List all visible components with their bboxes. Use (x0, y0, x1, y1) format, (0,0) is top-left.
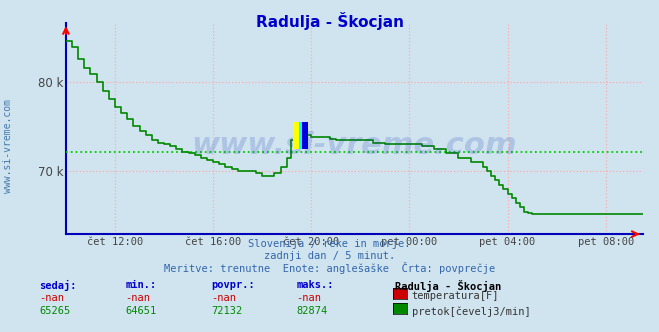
Text: 65265: 65265 (40, 306, 71, 316)
Text: www.si-vreme.com: www.si-vreme.com (3, 99, 13, 193)
Text: Radulja - Škocjan: Radulja - Škocjan (256, 12, 403, 30)
Text: www.si-vreme.com: www.si-vreme.com (191, 131, 517, 160)
Bar (293, 122, 299, 149)
Text: maks.:: maks.: (297, 280, 334, 290)
Text: temperatura[F]: temperatura[F] (412, 291, 500, 301)
Text: min.:: min.: (125, 280, 156, 290)
Text: Slovenija / reke in morje.: Slovenija / reke in morje. (248, 239, 411, 249)
Text: povpr.:: povpr.: (211, 280, 254, 290)
Text: -nan: -nan (211, 293, 236, 303)
Text: 72132: 72132 (211, 306, 242, 316)
Text: -nan: -nan (40, 293, 65, 303)
Text: Meritve: trenutne  Enote: anglešaške  Črta: povprečje: Meritve: trenutne Enote: anglešaške Črta… (164, 262, 495, 274)
Bar (302, 122, 308, 149)
Text: sedaj:: sedaj: (40, 280, 77, 290)
Text: 64651: 64651 (125, 306, 156, 316)
Text: pretok[čevelj3/min]: pretok[čevelj3/min] (412, 306, 530, 317)
Text: Radulja - Škocjan: Radulja - Škocjan (395, 280, 501, 291)
Text: -nan: -nan (125, 293, 150, 303)
Text: 82874: 82874 (297, 306, 328, 316)
Text: -nan: -nan (297, 293, 322, 303)
Bar (299, 122, 302, 149)
Text: zadnji dan / 5 minut.: zadnji dan / 5 minut. (264, 251, 395, 261)
